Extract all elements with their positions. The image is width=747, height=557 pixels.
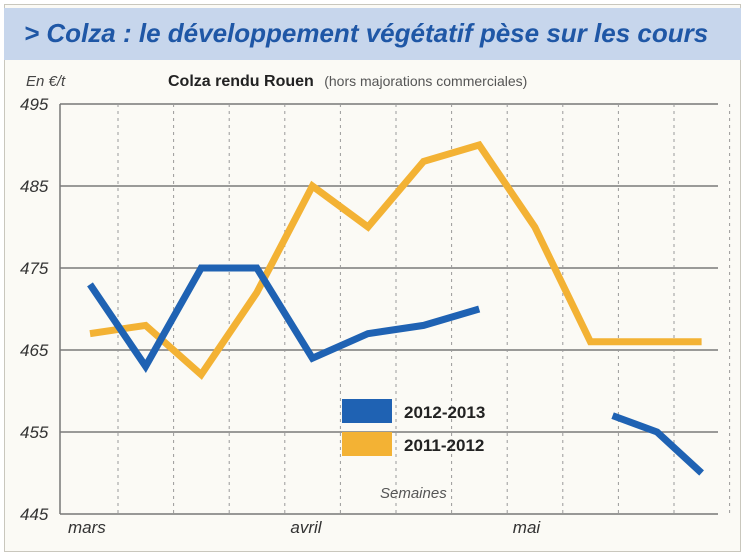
series-lines: [87, 140, 704, 476]
y-tick-labels: 495 485 475 465 455 445: [20, 95, 49, 524]
y-tick-label: 465: [20, 341, 49, 360]
x-tick-label: mai: [513, 518, 542, 537]
legend-label-2011-2012: 2011-2012: [404, 436, 484, 455]
x-axis-label: Semaines: [380, 485, 447, 502]
banner: > Colza : le développement végétatif pès…: [4, 8, 741, 60]
series-line-2012-2013: [611, 412, 704, 476]
y-tick-label: 445: [20, 505, 49, 524]
chart-subtitle: (hors majorations commerciales): [324, 73, 527, 89]
chart-title-line: Colza rendu Rouen (hors majorations comm…: [168, 73, 527, 90]
chart-title: Colza rendu Rouen: [168, 73, 314, 90]
x-tick-labels: mars avril mai: [68, 518, 541, 537]
legend: 2012-2013 2011-2012: [342, 399, 485, 456]
legend-swatch-2011-2012: [342, 432, 392, 456]
legend-label-2012-2013: 2012-2013: [404, 403, 485, 422]
y-tick-label: 495: [20, 95, 49, 114]
y-tick-label: 485: [20, 177, 49, 196]
banner-title: > Colza : le développement végétatif pès…: [24, 18, 709, 48]
series-line-2011-2012: [89, 140, 702, 380]
y-axis-unit: En €/t: [26, 73, 66, 90]
x-tick-label: avril: [290, 518, 322, 537]
series-line-2012-2013: [87, 264, 481, 374]
y-tick-label: 475: [20, 259, 49, 278]
legend-swatch-2012-2013: [342, 399, 392, 423]
y-tick-label: 455: [20, 423, 49, 442]
x-tick-label: mars: [68, 518, 106, 537]
